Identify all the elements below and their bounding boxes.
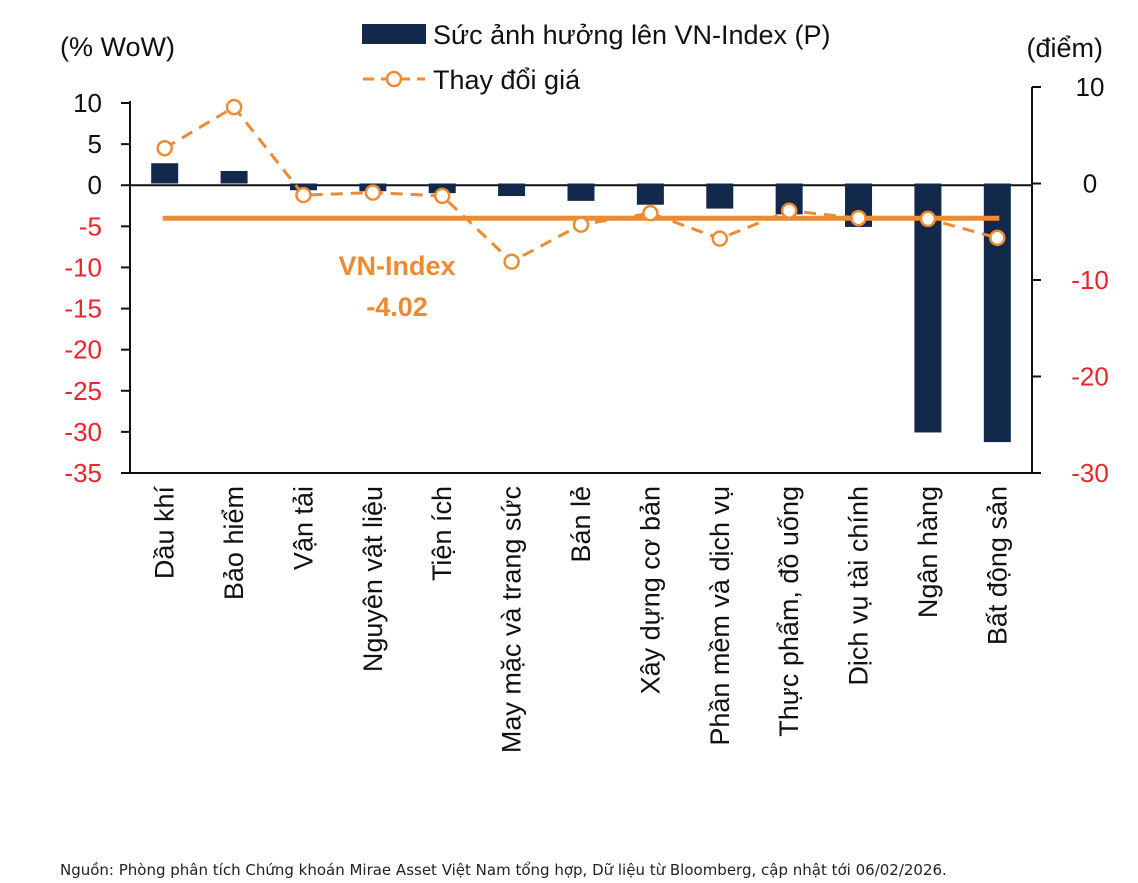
legend-line-label: Thay đổi giá [433,65,581,95]
left-tick-label: 10 [73,88,102,118]
bar [498,183,526,197]
price-change-point [572,216,590,233]
price-change-point [780,202,798,219]
category-label: Bất động sản [982,486,1012,645]
price-change-point [642,204,659,222]
left-axis-title: (% WoW) [60,32,175,62]
right-tick-label: -20 [1071,362,1109,392]
price-change-point [711,230,729,247]
price-change-point [364,184,382,201]
price-change-point [850,209,867,227]
right-tick-label: -30 [1071,458,1109,488]
price-change-point [225,98,243,116]
vnindex-label: VN-Index [338,251,455,281]
source-note: Nguồn: Phòng phân tích Chứng khoán Mirae… [60,861,947,879]
vnindex-value: -4.02 [366,292,428,322]
price-change-point [295,186,312,204]
bar [220,170,248,184]
price-change-point [989,229,1006,247]
legend-bar-label: Sức ảnh hưởng lên VN-Index (P) [433,20,831,50]
legend: Sức ảnh hưởng lên VN-Index (P) Thay đổi … [362,20,831,95]
right-tick-label: 10 [1076,72,1105,102]
right-tick-label: 0 [1083,169,1097,199]
price-change-point [156,139,173,157]
left-tick-label: 0 [88,170,102,200]
right-axis-title: (điểm) [1026,33,1103,63]
category-label: Bán lẻ [566,486,596,563]
bars [151,163,1011,443]
left-tick-label: -20 [64,335,102,365]
price-change-point [433,187,451,205]
category-label: Ngân hàng [913,486,943,618]
axes: 10 5 0 -5 -10 -15 -20 -25 -30 -35 10 0 -10 -20 -30 [64,72,1108,488]
price-change-line [156,98,1006,270]
legend-bar-swatch [362,24,426,44]
category-label: Tiện ích [427,486,457,581]
category-label: Thực phẩm, đồ uống [774,486,804,737]
price-change-point [503,253,520,270]
category-labels: Dầu khí Bảo hiểm Vận tải Nguyên vật liệu Tiệ… [150,486,1013,754]
left-tick-label: -5 [79,211,102,241]
legend-line-marker [385,70,403,88]
right-tick-label: -10 [1071,265,1109,295]
category-label: Phần mềm và dịch vụ [705,486,735,746]
category-label: Dầu khí [150,486,180,580]
category-label: May mặc và trang sức [497,486,527,753]
left-tick-label: -35 [64,458,102,488]
category-label: Dịch vụ tài chính [844,486,874,686]
price-change-point [919,210,937,228]
bar [636,183,664,205]
category-label: Bảo hiểm [219,486,249,600]
left-tick-label: -25 [64,376,102,406]
category-label: Nguyên vật liệu [358,486,388,672]
left-tick-label: -10 [64,252,102,282]
left-tick-label: -15 [64,294,102,324]
left-tick-label: -30 [64,417,102,447]
bar [983,183,1011,443]
category-label: Vận tải [288,486,318,570]
left-tick-label: 5 [88,129,102,159]
bar [151,163,179,184]
bar [567,183,595,201]
category-label: Xây dựng cơ bản [635,486,665,694]
bar [706,183,734,209]
